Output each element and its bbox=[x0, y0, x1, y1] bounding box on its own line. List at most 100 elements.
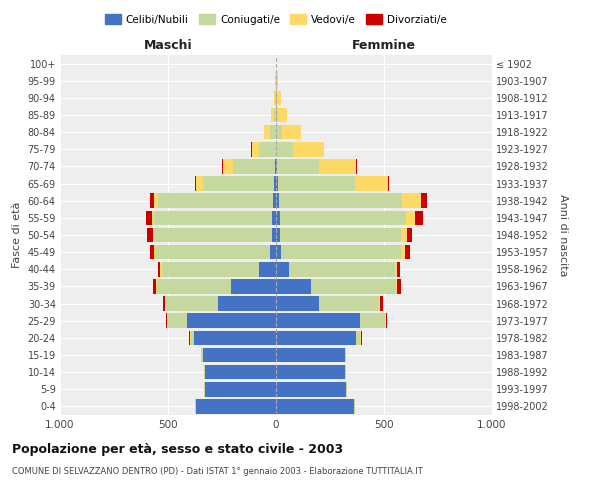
Bar bbox=[345, 365, 346, 380]
Bar bbox=[271, 108, 274, 122]
Bar bbox=[396, 279, 397, 293]
Bar bbox=[276, 125, 283, 140]
Bar bbox=[276, 262, 289, 276]
Bar bbox=[278, 176, 355, 191]
Bar bbox=[251, 142, 252, 156]
Y-axis label: Fasce di età: Fasce di età bbox=[12, 202, 22, 268]
Bar bbox=[273, 194, 276, 208]
Bar bbox=[360, 314, 385, 328]
Bar bbox=[188, 330, 190, 345]
Bar bbox=[275, 90, 276, 105]
Bar bbox=[415, 210, 423, 225]
Bar bbox=[195, 399, 196, 413]
Legend: Celibi/Nubili, Coniugati/e, Vedovi/e, Divorziati/e: Celibi/Nubili, Coniugati/e, Vedovi/e, Di… bbox=[101, 10, 451, 29]
Bar bbox=[395, 262, 397, 276]
Bar bbox=[277, 159, 319, 174]
Bar bbox=[276, 176, 278, 191]
Bar bbox=[194, 330, 276, 345]
Bar bbox=[205, 382, 276, 396]
Bar bbox=[407, 228, 412, 242]
Bar bbox=[278, 108, 287, 122]
Bar bbox=[276, 314, 360, 328]
Bar bbox=[168, 314, 187, 328]
Bar bbox=[167, 314, 168, 328]
Bar bbox=[269, 125, 276, 140]
Bar bbox=[161, 262, 259, 276]
Bar bbox=[283, 125, 301, 140]
Text: COMUNE DI SELVAZZANO DENTRO (PD) - Dati ISTAT 1° gennaio 2003 - Elaborazione TUT: COMUNE DI SELVAZZANO DENTRO (PD) - Dati … bbox=[12, 468, 423, 476]
Bar bbox=[276, 108, 278, 122]
Bar bbox=[152, 210, 154, 225]
Bar bbox=[401, 228, 407, 242]
Bar bbox=[160, 262, 161, 276]
Bar bbox=[276, 296, 319, 311]
Bar bbox=[276, 210, 280, 225]
Bar bbox=[259, 142, 276, 156]
Bar bbox=[386, 314, 387, 328]
Bar bbox=[276, 330, 356, 345]
Bar bbox=[153, 279, 156, 293]
Bar bbox=[397, 279, 401, 293]
Bar bbox=[388, 176, 389, 191]
Bar bbox=[277, 90, 281, 105]
Text: Popolazione per età, sesso e stato civile - 2003: Popolazione per età, sesso e stato civil… bbox=[12, 442, 343, 456]
Bar bbox=[276, 159, 277, 174]
Bar bbox=[385, 314, 386, 328]
Bar bbox=[205, 365, 276, 380]
Bar bbox=[203, 348, 276, 362]
Bar bbox=[155, 245, 269, 260]
Bar bbox=[153, 228, 154, 242]
Bar bbox=[276, 228, 280, 242]
Bar bbox=[276, 365, 345, 380]
Bar bbox=[281, 245, 401, 260]
Bar bbox=[264, 125, 269, 140]
Bar bbox=[203, 382, 205, 396]
Bar bbox=[380, 296, 383, 311]
Bar bbox=[148, 228, 153, 242]
Bar bbox=[276, 279, 311, 293]
Bar bbox=[272, 228, 276, 242]
Bar bbox=[356, 330, 360, 345]
Bar bbox=[146, 210, 152, 225]
Bar bbox=[276, 194, 279, 208]
Bar bbox=[269, 245, 276, 260]
Bar bbox=[158, 262, 160, 276]
Bar bbox=[190, 330, 191, 345]
Bar bbox=[403, 194, 421, 208]
Bar bbox=[279, 194, 403, 208]
Bar bbox=[361, 330, 362, 345]
Bar bbox=[319, 159, 356, 174]
Bar bbox=[166, 296, 218, 311]
Bar bbox=[149, 245, 154, 260]
Bar bbox=[397, 262, 400, 276]
Bar bbox=[233, 159, 275, 174]
Bar bbox=[346, 382, 347, 396]
Bar bbox=[203, 365, 205, 380]
Bar bbox=[163, 296, 165, 311]
Bar bbox=[274, 176, 276, 191]
Bar bbox=[311, 279, 396, 293]
Bar bbox=[421, 194, 427, 208]
Bar bbox=[280, 210, 406, 225]
Bar bbox=[275, 159, 276, 174]
Bar bbox=[355, 176, 388, 191]
Bar bbox=[203, 176, 274, 191]
Bar bbox=[276, 382, 346, 396]
Bar bbox=[276, 348, 345, 362]
Bar bbox=[354, 399, 355, 413]
Bar bbox=[401, 245, 404, 260]
Bar bbox=[319, 296, 379, 311]
Bar bbox=[154, 194, 158, 208]
Bar bbox=[222, 159, 223, 174]
Bar bbox=[404, 245, 410, 260]
Bar bbox=[277, 74, 278, 88]
Bar bbox=[202, 348, 203, 362]
Bar bbox=[293, 142, 323, 156]
Bar bbox=[191, 330, 194, 345]
Bar bbox=[276, 399, 354, 413]
Bar bbox=[289, 262, 395, 276]
Bar bbox=[406, 210, 415, 225]
Bar bbox=[276, 142, 293, 156]
Text: Maschi: Maschi bbox=[143, 38, 193, 52]
Bar bbox=[187, 314, 276, 328]
